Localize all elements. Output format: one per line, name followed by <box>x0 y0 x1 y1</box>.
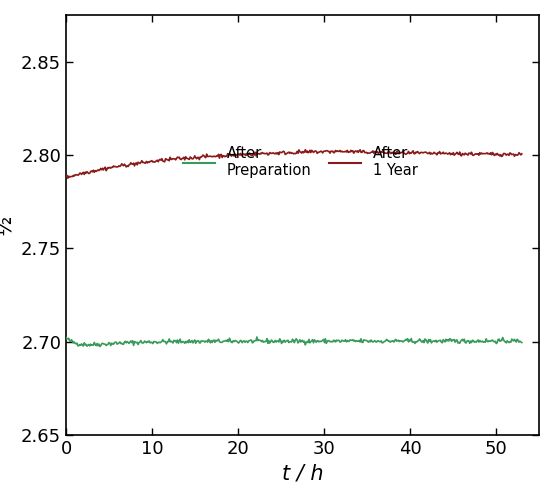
Legend: After
Preparation, After
1 Year: After Preparation, After 1 Year <box>177 140 424 184</box>
Y-axis label: ½: ½ <box>0 215 15 235</box>
X-axis label: t / h: t / h <box>282 464 323 483</box>
